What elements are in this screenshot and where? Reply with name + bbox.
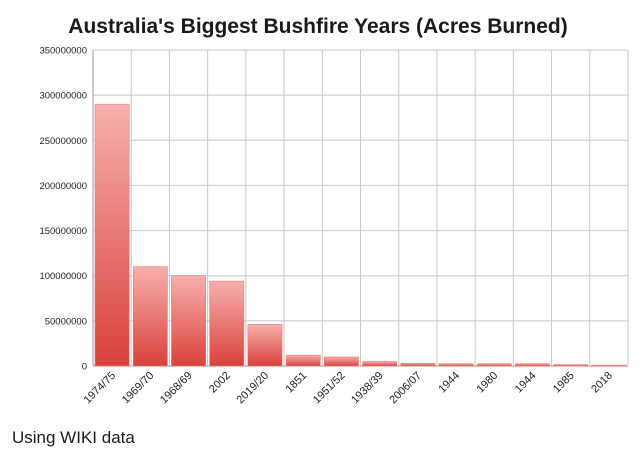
x-tick-label: 2006/07 [387, 370, 424, 407]
gridlines [92, 49, 629, 367]
y-tick-label: 350000000 [39, 46, 87, 57]
x-tick-label: 1851 [284, 370, 310, 396]
y-tick-label: 200000000 [39, 181, 87, 192]
x-tick-label: 1974/75 [82, 370, 119, 407]
bar [591, 364, 627, 367]
y-tick-label: 250000000 [39, 136, 87, 147]
x-tick-label: 1968/69 [158, 370, 195, 407]
x-tick-label: 1980 [475, 370, 501, 396]
x-tick-label: 1951/52 [311, 370, 348, 407]
y-tick-label: 50000000 [45, 316, 87, 327]
bar [209, 280, 245, 367]
bar [553, 364, 589, 367]
bar-chart: Australia's Biggest Bushfire Years (Acre… [39, 15, 629, 407]
bar [515, 363, 550, 367]
bars [94, 103, 627, 367]
x-tick-label: 1944 [513, 370, 539, 396]
chart-title: Australia's Biggest Bushfire Years (Acre… [68, 15, 567, 38]
caption: Using WIKI data [12, 428, 135, 447]
x-tick-label: 1944 [436, 370, 462, 396]
bar [400, 362, 436, 367]
x-tick-label: 2019/20 [234, 370, 271, 407]
bar [476, 363, 512, 367]
y-tick-label: 0 [82, 362, 87, 373]
bar [323, 356, 359, 367]
bar [132, 266, 168, 367]
x-tick-label: 1969/70 [120, 370, 157, 407]
bar [362, 361, 398, 367]
bar [247, 324, 283, 367]
y-tick-label: 150000000 [39, 226, 87, 237]
x-axis-ticks: 1974/75 1969/70 1968/69 2002 2019/20 1851 1951… [82, 370, 615, 407]
y-tick-label: 100000000 [39, 271, 87, 282]
x-tick-label: 1938/39 [349, 370, 386, 407]
y-axis-ticks: 0 50000000 100000000 150000000 200000000 2500… [39, 46, 87, 373]
x-tick-label: 2002 [207, 370, 233, 396]
x-tick-label: 2018 [589, 370, 615, 396]
x-tick-label: 1985 [551, 370, 577, 396]
bar [94, 103, 130, 367]
bar [438, 363, 474, 367]
bar [171, 275, 206, 367]
y-tick-label: 300000000 [39, 91, 87, 102]
bar [285, 354, 321, 367]
